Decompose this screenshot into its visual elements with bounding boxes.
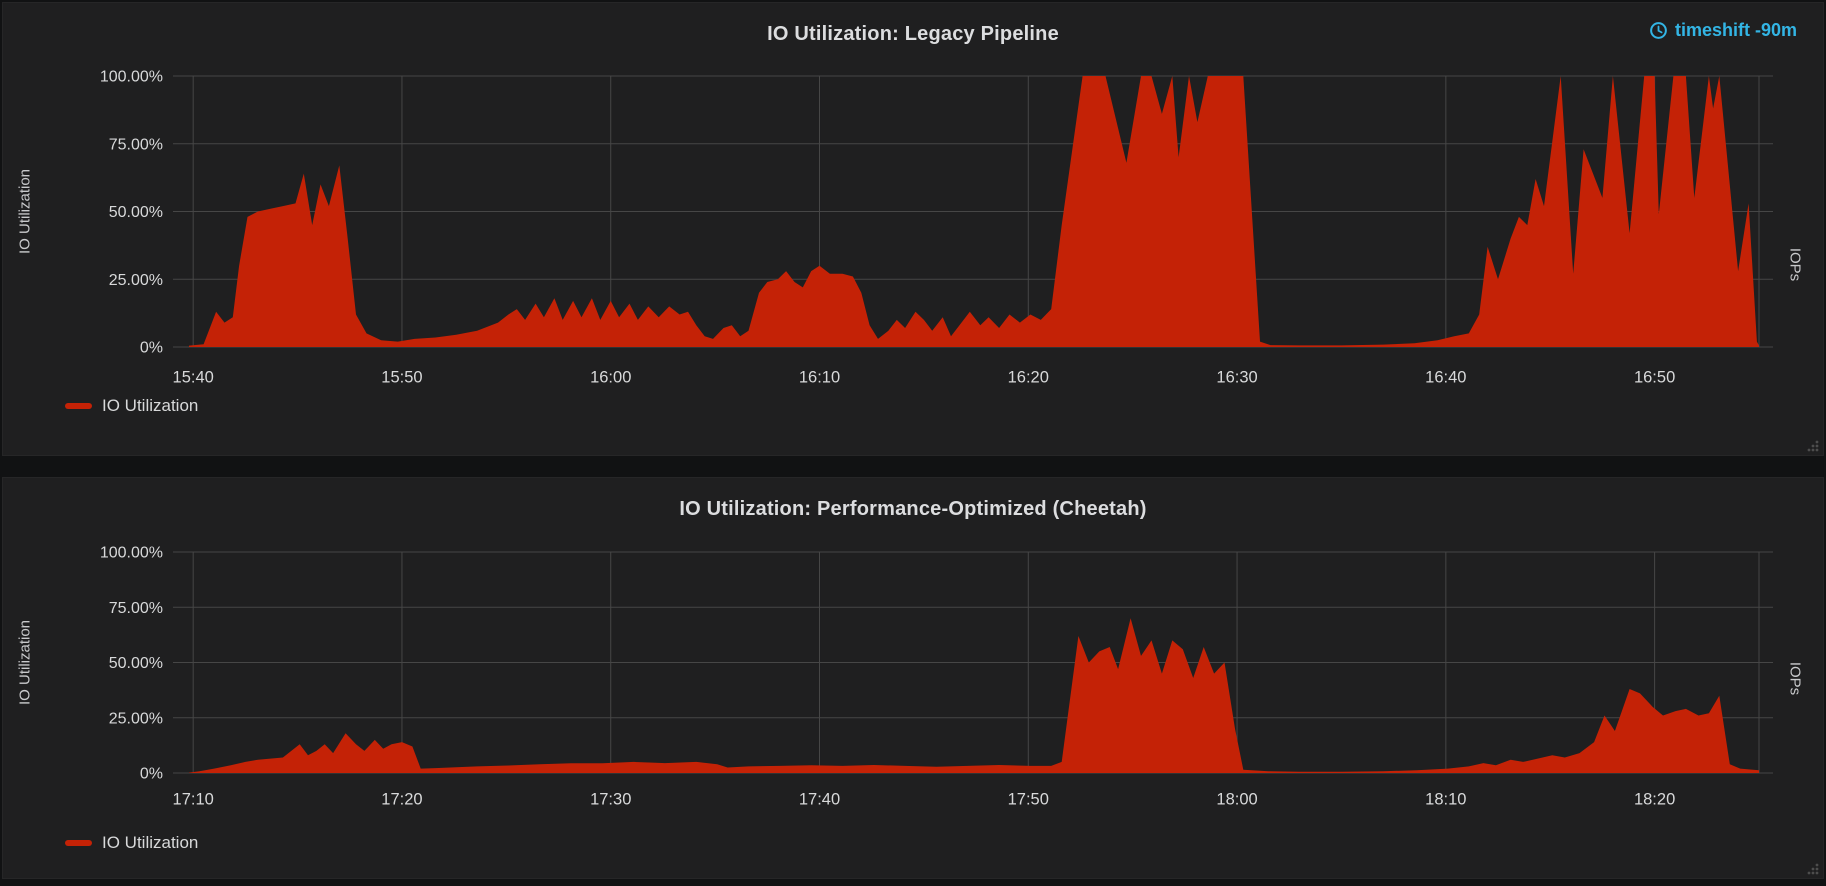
- x-tick-label: 17:30: [590, 791, 631, 809]
- panel-title[interactable]: IO Utilization: Performance-Optimized (C…: [679, 498, 1147, 520]
- legend: IO Utilization: [65, 396, 198, 416]
- x-tick-label: 16:00: [590, 369, 631, 387]
- timeshift-label: timeshift -90m: [1674, 20, 1797, 40]
- x-tick-label: 18:20: [1634, 791, 1675, 809]
- x-tick-label: 16:10: [799, 369, 840, 387]
- io-utilization-area: [189, 76, 1759, 347]
- panel-legacy-pipeline: IO Utilization: Legacy Pipeline timeshif…: [3, 3, 1823, 455]
- y-tick-label: 100.00%: [100, 545, 163, 562]
- x-tick-label: 18:00: [1216, 791, 1257, 809]
- x-tick-label: 15:40: [173, 369, 214, 387]
- y-tick-label: 50.00%: [109, 204, 163, 221]
- y-axis-tick-labels: 100.00% 75.00% 50.00% 25.00% 0%: [100, 69, 163, 357]
- x-tick-label: 16:30: [1216, 369, 1257, 387]
- x-tick-label: 18:10: [1425, 791, 1466, 809]
- x-axis-tick-labels: 17:10 17:20 17:30 17:40 17:50 18:00 18:10 18:20: [173, 791, 1676, 809]
- y-tick-label: 50.00%: [109, 655, 163, 672]
- x-tick-label: 17:40: [799, 791, 840, 809]
- grid: [173, 551, 1773, 774]
- y-tick-label: 0%: [140, 340, 163, 357]
- x-tick-label: 16:50: [1634, 369, 1675, 387]
- y-tick-label: 75.00%: [109, 600, 163, 617]
- x-axis-tick-labels: 15:40 15:50 16:00 16:10 16:20 16:30 16:40 16:50: [173, 369, 1676, 387]
- x-tick-label: 16:20: [1008, 369, 1049, 387]
- clock-icon: [1649, 21, 1668, 40]
- x-tick-label: 15:50: [381, 369, 422, 387]
- panel-title[interactable]: IO Utilization: Legacy Pipeline: [767, 23, 1059, 45]
- legend-series-color: [65, 840, 92, 846]
- panel-cheetah: IO Utilization: Performance-Optimized (C…: [3, 478, 1823, 878]
- x-tick-label: 17:20: [381, 791, 422, 809]
- legend-series-label[interactable]: IO Utilization: [102, 833, 199, 852]
- x-tick-label: 16:40: [1425, 369, 1466, 387]
- y-tick-label: 100.00%: [100, 69, 163, 86]
- y-tick-label: 25.00%: [109, 272, 163, 289]
- x-tick-label: 17:50: [1008, 791, 1049, 809]
- y-tick-label: 75.00%: [109, 136, 163, 153]
- y-tick-label: 25.00%: [109, 710, 163, 727]
- timeshift-badge: timeshift -90m: [1649, 20, 1797, 41]
- y-axis-tick-labels: 100.00% 75.00% 50.00% 25.00% 0%: [100, 545, 163, 783]
- panel-resize-handle[interactable]: [1804, 437, 1820, 453]
- panel-resize-handle[interactable]: [1804, 860, 1820, 876]
- legend: IO Utilization: [65, 833, 198, 853]
- io-utilization-area: [189, 618, 1759, 773]
- y-tick-label: 0%: [140, 766, 163, 783]
- legend-series-label[interactable]: IO Utilization: [102, 396, 199, 415]
- cheetah-graph[interactable]: 100.00%75.00%50.00%25.00%0%17:10 17:20 17:…: [3, 478, 1823, 878]
- legend-series-color: [65, 403, 92, 409]
- legacy-pipeline-graph[interactable]: 100.00% 75.00% 50.00% 25.00% 0% 15:40 15:50 16:…: [3, 3, 1823, 455]
- x-tick-label: 17:10: [173, 791, 214, 809]
